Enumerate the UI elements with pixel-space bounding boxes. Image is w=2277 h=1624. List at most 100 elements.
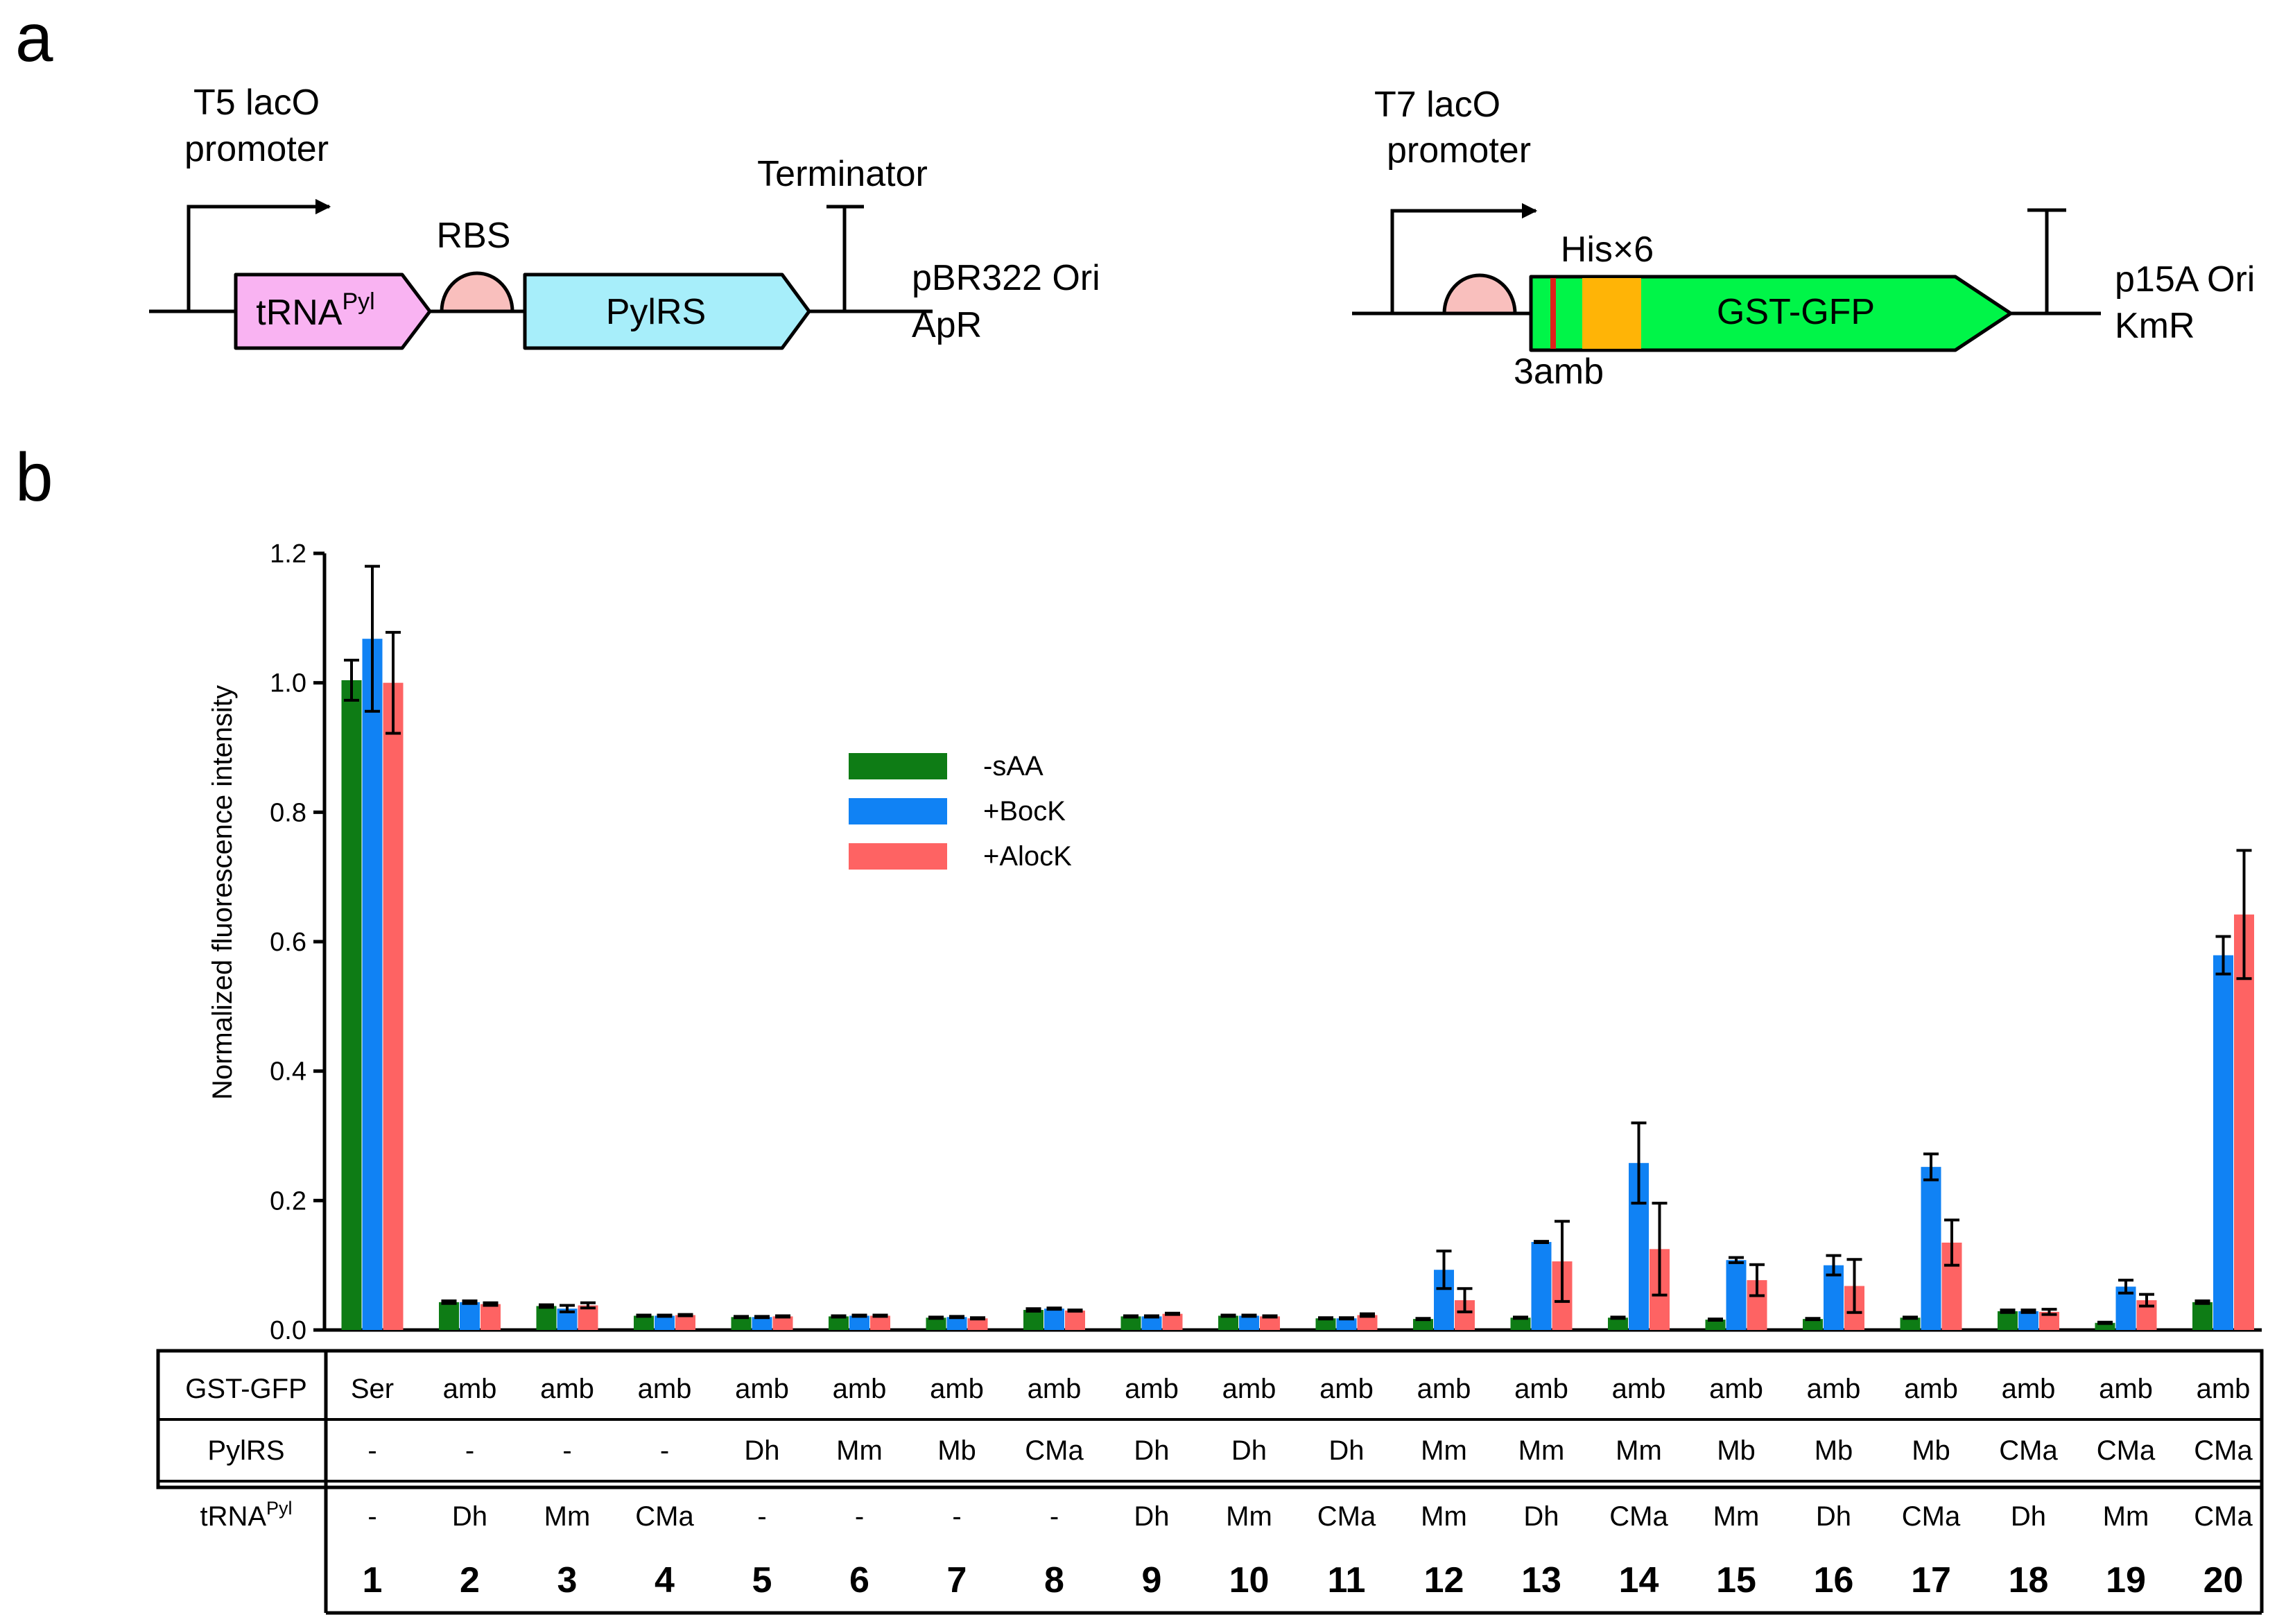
error-bar-15-1: [1729, 1256, 1744, 1264]
cell-numbers-5: 5: [752, 1560, 772, 1600]
cell-gst_gfp-6: amb: [833, 1374, 887, 1404]
error-bar-11-1: [1339, 1316, 1354, 1321]
cell-numbers-4: 4: [655, 1560, 675, 1600]
error-bar-11-2: [1360, 1312, 1375, 1318]
error-bar-17-0: [1903, 1315, 1918, 1320]
promoter-label-line2: promoter: [1387, 130, 1531, 171]
cell-gst_gfp-4: amb: [638, 1374, 692, 1404]
error-bar-5-1: [754, 1315, 770, 1320]
bar-11-1: [1336, 1318, 1357, 1330]
cell-gst_gfp-10: amb: [1222, 1374, 1276, 1404]
error-bar-5-0: [734, 1315, 749, 1320]
error-bar-20-0: [2194, 1299, 2210, 1305]
error-bar-10-2: [1262, 1314, 1278, 1319]
cell-trna-10: Mm: [1226, 1501, 1272, 1532]
error-bar-12-0: [1415, 1317, 1431, 1322]
y-tick-label: 1.2: [270, 539, 306, 569]
error-bar-1-0: [344, 659, 359, 702]
legend-label-2: +AlocK: [983, 841, 1072, 872]
bar-20-2: [2234, 914, 2254, 1330]
bar-20-0: [2192, 1302, 2213, 1330]
cell-trna-16: Dh: [1816, 1501, 1851, 1532]
bar-chart: Normalized fluorescence intensity -sAA +B…: [207, 539, 2262, 1345]
error-bar-12-2: [1457, 1287, 1473, 1313]
construct-1: T5 lacO promoter tRNAPyl RBS PylRS Termi…: [149, 83, 1100, 350]
cell-pylrs-19: CMa: [2097, 1435, 2156, 1466]
origin-label: pBR322 Ori: [912, 258, 1100, 298]
cell-trna-5: -: [757, 1501, 766, 1532]
y-tick-label: 0.8: [270, 798, 306, 827]
bar-2-0: [439, 1302, 459, 1330]
error-bar-8-0: [1025, 1307, 1041, 1313]
cell-pylrs-3: -: [562, 1435, 571, 1466]
cell-numbers-11: 11: [1328, 1560, 1366, 1600]
cell-numbers-18: 18: [2009, 1560, 2049, 1600]
cell-pylrs-5: Dh: [744, 1435, 779, 1466]
cell-trna-18: Dh: [2011, 1501, 2046, 1532]
cell-trna-6: -: [855, 1501, 864, 1532]
cell-pylrs-20: CMa: [2194, 1435, 2253, 1466]
legend-label-1: +BocK: [983, 796, 1066, 827]
cell-pylrs-10: Dh: [1231, 1435, 1267, 1466]
bar-20-1: [2213, 955, 2233, 1330]
bar-1-2: [383, 682, 404, 1330]
legend-swatch-2: [849, 843, 947, 870]
bar-17-0: [1900, 1318, 1921, 1330]
error-bar-7-1: [949, 1315, 964, 1320]
promoter-label-line1: T7 lacO: [1374, 85, 1500, 125]
error-bar-16-0: [1805, 1317, 1821, 1322]
error-bar-15-0: [1708, 1318, 1723, 1322]
bar-1-1: [362, 639, 383, 1330]
terminator-symbol: [2027, 208, 2066, 313]
error-bar-2-2: [483, 1301, 499, 1307]
bar-10-0: [1218, 1315, 1238, 1330]
cell-gst_gfp-1: Ser: [351, 1374, 394, 1404]
error-bar-6-1: [851, 1313, 867, 1318]
rbs-label: RBS: [437, 216, 511, 256]
error-bar-19-1: [2118, 1279, 2133, 1295]
resistance-label: ApR: [912, 305, 982, 345]
bar-14-0: [1608, 1318, 1628, 1330]
bar-18-0: [1998, 1311, 2018, 1330]
error-bar-10-1: [1241, 1313, 1257, 1318]
error-bar-19-2: [2139, 1293, 2154, 1308]
bar-5-2: [772, 1316, 793, 1330]
cell-numbers-12: 12: [1424, 1560, 1464, 1600]
bar-3-2: [578, 1305, 598, 1330]
error-bar-18-0: [2000, 1308, 2016, 1314]
cell-trna-8: -: [1050, 1501, 1059, 1532]
error-bar-20-2: [2236, 849, 2252, 981]
cell-numbers-10: 10: [1229, 1560, 1270, 1600]
cell-gst_gfp-2: amb: [443, 1374, 497, 1404]
cell-pylrs-16: Mb: [1815, 1435, 1853, 1466]
cell-trna-11: CMa: [1317, 1501, 1376, 1532]
cell-trna-20: CMa: [2194, 1501, 2253, 1532]
cell-numbers-17: 17: [1911, 1560, 1951, 1600]
error-bar-1-1: [365, 564, 380, 713]
y-tick-label: 0.0: [270, 1316, 306, 1345]
cell-pylrs-17: Mb: [1912, 1435, 1950, 1466]
error-bar-2-1: [462, 1299, 478, 1305]
bar-2-1: [460, 1302, 480, 1330]
row-label-pylrs: PylRS: [207, 1435, 284, 1466]
error-bar-6-0: [831, 1314, 847, 1319]
terminator-symbol: [826, 205, 864, 311]
error-bar-18-2: [2041, 1308, 2057, 1316]
error-bar-13-1: [1534, 1240, 1549, 1244]
cell-numbers-7: 7: [947, 1560, 967, 1600]
cell-pylrs-8: CMa: [1025, 1435, 1084, 1466]
cell-pylrs-18: CMa: [1999, 1435, 2058, 1466]
legend: -sAA +BocK +AlocK: [849, 751, 1072, 872]
cell-numbers-16: 16: [1814, 1560, 1854, 1600]
error-bar-1-2: [386, 630, 401, 735]
panel-a-label: a: [15, 0, 53, 76]
y-tick-label: 1.0: [270, 669, 306, 698]
cell-gst_gfp-3: amb: [540, 1374, 594, 1404]
cell-numbers-1: 1: [363, 1560, 383, 1600]
error-bar-4-2: [677, 1313, 693, 1318]
bar-10-2: [1260, 1316, 1280, 1330]
cell-pylrs-7: Mb: [937, 1435, 976, 1466]
y-tick-label: 0.6: [270, 928, 306, 957]
promoter-arrow: [1390, 202, 1538, 313]
error-bar-3-2: [580, 1301, 596, 1310]
